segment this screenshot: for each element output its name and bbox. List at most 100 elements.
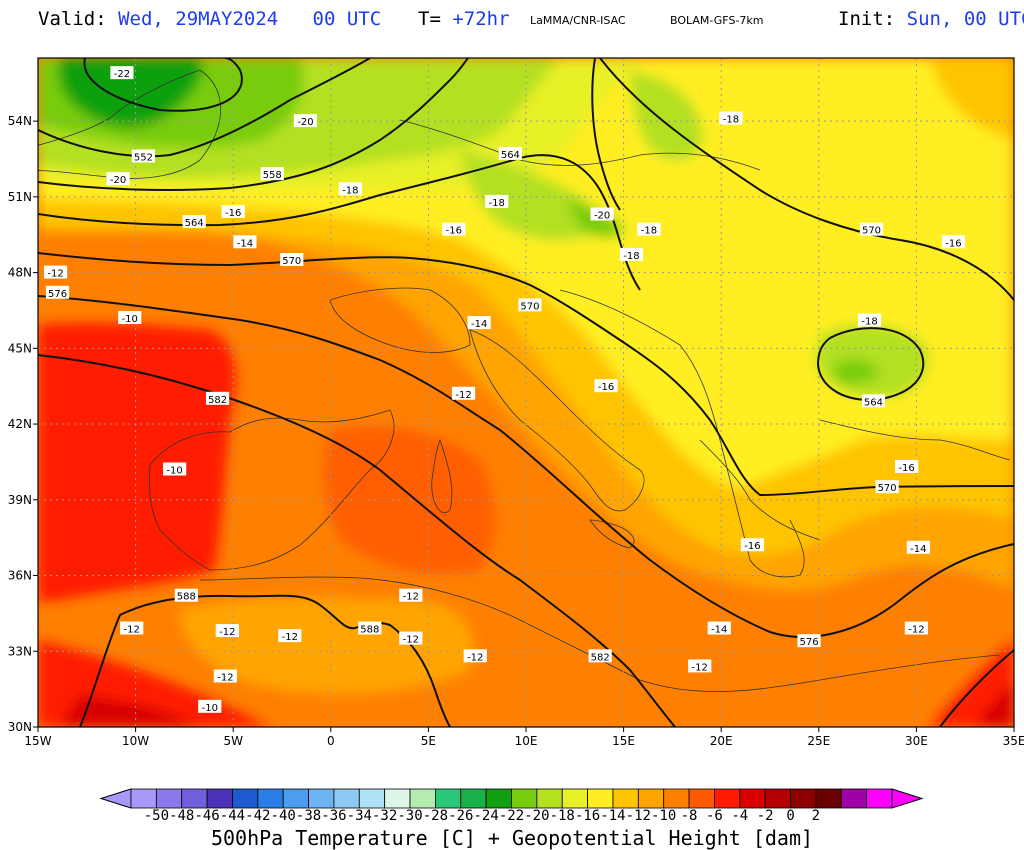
svg-text:564: 564 xyxy=(501,150,520,161)
height-contour-label: 564 xyxy=(861,394,886,408)
lon-tick-label: 0 xyxy=(327,734,335,748)
lon-tick-label: 25E xyxy=(807,734,830,748)
colorbar-max-arrow xyxy=(891,788,924,809)
coastline-segment xyxy=(399,119,761,171)
colorbar-swatch xyxy=(866,788,893,809)
temperature-isotherm-label: -12 xyxy=(43,265,68,280)
temperature-isotherm-label: -14 xyxy=(906,540,930,555)
svg-text:-14: -14 xyxy=(471,319,487,330)
temperature-isotherm-label: -12 xyxy=(904,621,928,636)
colorbar-swatch xyxy=(764,788,791,809)
colorbar-tick: -28 xyxy=(422,808,449,824)
temperature-labels: -22 -20 -20 -18 -16 -14 -12 -10 -18 -16 -20 -18 -18 -… xyxy=(43,66,966,714)
temperature-isotherm-label: -22 xyxy=(110,66,134,80)
svg-text:570: 570 xyxy=(520,301,539,312)
colorbar-tick: -6 xyxy=(705,808,723,824)
coastlines xyxy=(38,69,1011,692)
temperature-isotherm-label: -14 xyxy=(707,621,731,636)
temperature-isotherm-label: -14 xyxy=(467,316,491,330)
svg-text:588: 588 xyxy=(360,625,379,636)
valid-label: Valid: xyxy=(38,8,107,30)
temperature-isotherm-label: -16 xyxy=(221,204,245,219)
temperature-isotherm-label: -12 xyxy=(399,631,423,646)
temperature-isotherm-label: -20 xyxy=(293,114,318,128)
colorbar-tick: -38 xyxy=(295,808,322,824)
temperature-isotherm-label: -20 xyxy=(106,172,130,186)
lon-tick-label: 30E xyxy=(905,734,928,748)
height-contour-label: 570 xyxy=(875,480,899,494)
coastline-segment xyxy=(589,519,635,549)
temperature-map: 552 558 564 564 570 570 570 576 582 564 570 576 588 5… xyxy=(8,57,1024,748)
colorbar-swatch xyxy=(688,788,715,809)
source-label: LaMMA/CNR-ISAC xyxy=(530,14,626,27)
valid-value: Wed, 29MAY2024 00 UTC xyxy=(118,8,382,30)
init-value: Sun, 00 UTC xyxy=(906,8,1024,30)
svg-text:-22: -22 xyxy=(114,69,130,80)
colorbar-swatch xyxy=(232,788,259,809)
colorbar-swatch xyxy=(409,788,436,809)
colorbar-swatch xyxy=(257,788,284,809)
lon-tick-label: 35E xyxy=(1003,734,1024,748)
lon-tick-label: 15W xyxy=(24,734,51,748)
colorbar-title: 500hPa Temperature [C] + Geopotential He… xyxy=(210,826,814,850)
svg-text:576: 576 xyxy=(799,637,818,648)
colorbar-swatch xyxy=(333,788,360,809)
colorbar-tick: -8 xyxy=(680,808,698,824)
height-contour-label: 588 xyxy=(358,621,382,636)
temperature-isotherm-label: -12 xyxy=(688,659,712,673)
temperature-isotherm-label: -16 xyxy=(941,235,966,249)
temperature-isotherm-label: -10 xyxy=(198,699,222,714)
temperature-isotherm-label: -12 xyxy=(451,386,476,401)
colorbar-tick: -20 xyxy=(524,808,550,824)
svg-text:-12: -12 xyxy=(282,632,298,643)
svg-text:570: 570 xyxy=(878,483,897,494)
colorbar-tick: -48 xyxy=(169,808,195,824)
colorbar-tick: -22 xyxy=(498,808,525,824)
axis-ticks: 15W 10W 5W 0 5E 10E 15E 20E 25E 30E 35E 54N 51N 48N 45… xyxy=(8,114,1024,748)
lat-tick-label: 33N xyxy=(8,644,32,658)
model-label: BOLAM-GFS-7km xyxy=(670,14,764,27)
colorbar-tick: -30 xyxy=(397,808,423,824)
colorbar-swatch xyxy=(206,788,233,809)
temperature-isotherm-label: -12 xyxy=(399,588,423,603)
height-contour-label: 582 xyxy=(588,649,612,663)
height-contour-label: 570 xyxy=(859,222,884,237)
svg-text:-12: -12 xyxy=(217,673,233,684)
temperature-isotherm-label: -14 xyxy=(233,235,257,249)
lat-tick-label: 48N xyxy=(8,266,32,280)
colorbar-tick: -12 xyxy=(625,808,651,824)
svg-text:-16: -16 xyxy=(446,226,462,237)
temperature-isotherm-label: -12 xyxy=(213,669,237,684)
temperature-isotherm-label: -18 xyxy=(485,194,509,209)
temperature-isotherm-label: -18 xyxy=(619,247,644,262)
colorbar-tick: -44 xyxy=(219,808,246,824)
svg-text:-16: -16 xyxy=(744,541,760,552)
svg-text:-20: -20 xyxy=(110,175,126,186)
svg-text:-16: -16 xyxy=(945,238,961,249)
geopotential-contours xyxy=(38,58,1014,727)
svg-text:570: 570 xyxy=(282,256,301,267)
svg-text:-12: -12 xyxy=(47,269,63,280)
temperature-isotherm-label: -18 xyxy=(637,222,661,237)
lon-tick-label: 15E xyxy=(612,734,635,748)
colorbar-swatch xyxy=(840,788,868,809)
svg-text:-20: -20 xyxy=(594,211,610,222)
svg-text:-12: -12 xyxy=(692,662,708,673)
svg-text:570: 570 xyxy=(862,226,881,237)
coastline-segment xyxy=(819,419,1011,461)
coastline-segment xyxy=(148,409,395,571)
svg-text:-12: -12 xyxy=(403,592,419,603)
lat-tick-label: 54N xyxy=(8,114,32,128)
height-labels: 552 558 564 564 570 570 570 576 582 564 570 576 588 5… xyxy=(45,146,899,663)
lon-tick-label: 5W xyxy=(223,734,243,748)
colorbar-tick: 2 xyxy=(811,808,821,824)
colorbar-tick: -24 xyxy=(473,808,499,824)
lat-tick-label: 39N xyxy=(8,493,32,507)
colorbar-tick: -50 xyxy=(143,808,170,824)
lat-tick-label: 42N xyxy=(8,417,32,431)
height-contour-label: 576 xyxy=(797,634,821,648)
coastline-segment xyxy=(329,287,471,353)
height-contour-label: 552 xyxy=(131,149,156,163)
lead-value: +72hr xyxy=(452,8,510,30)
temperature-isotherm-label: -16 xyxy=(442,222,466,237)
